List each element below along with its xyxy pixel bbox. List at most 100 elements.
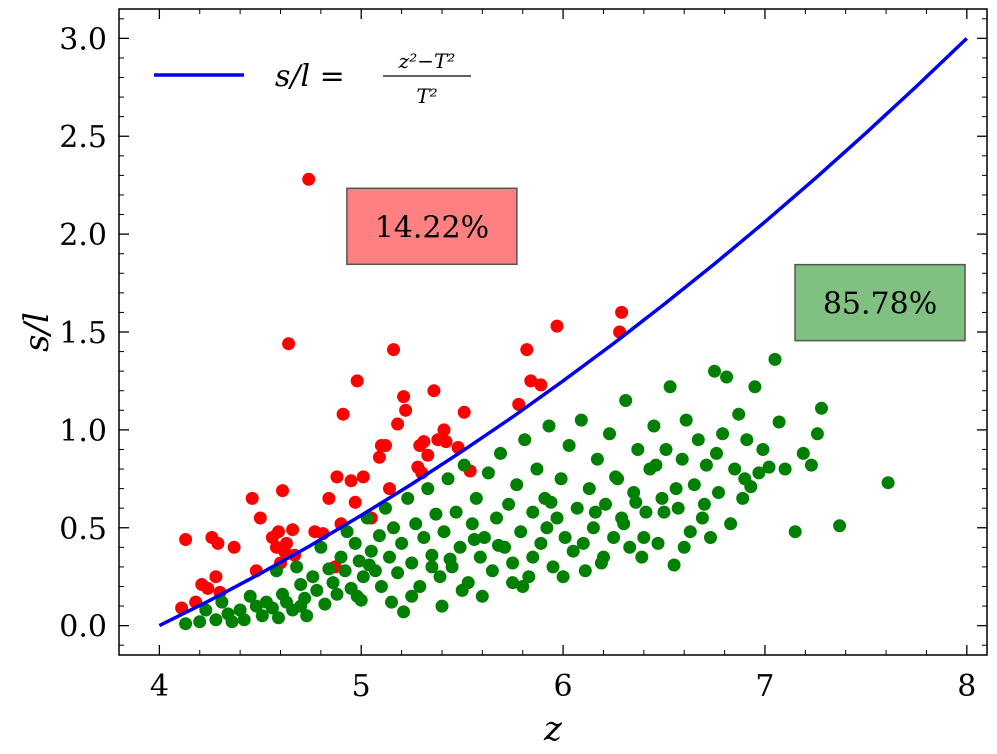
red-point xyxy=(427,384,441,398)
green-point xyxy=(348,536,362,550)
green-point xyxy=(449,505,463,519)
green-point xyxy=(395,536,409,550)
green-point xyxy=(340,525,354,539)
green-point xyxy=(657,505,671,519)
y-tick-label: 0.0 xyxy=(59,610,107,645)
green-point xyxy=(306,570,320,584)
green-point xyxy=(788,525,802,539)
green-point xyxy=(290,560,304,574)
green-point xyxy=(421,482,435,496)
green-point xyxy=(728,462,742,476)
green-point xyxy=(435,599,449,613)
green-point xyxy=(243,589,257,603)
green-point xyxy=(473,550,487,564)
legend: s/l = z²−T² T² xyxy=(154,49,471,108)
green-point xyxy=(710,446,723,460)
green-point xyxy=(669,482,683,496)
green-point xyxy=(199,603,213,617)
green-point xyxy=(586,521,600,535)
tick-labels: 4 5 6 7 8 0.0 0.5 1.0 1.5 2.0 2.5 3.0 xyxy=(59,22,976,704)
green-point xyxy=(374,580,388,593)
green-point xyxy=(619,394,633,407)
green-point xyxy=(318,597,332,611)
red-point xyxy=(387,343,400,357)
green-point xyxy=(708,364,721,378)
green-point xyxy=(265,601,279,615)
green-point xyxy=(425,560,439,574)
green-point xyxy=(457,458,471,472)
green-point xyxy=(655,491,669,505)
x-tick-label: 4 xyxy=(150,669,169,704)
green-point xyxy=(179,617,193,631)
green-point xyxy=(294,578,308,591)
green-point xyxy=(526,505,540,519)
green-point xyxy=(350,589,364,603)
green-point xyxy=(566,544,580,558)
green-point xyxy=(546,560,560,574)
green-point xyxy=(544,495,558,509)
green-point xyxy=(409,517,423,531)
green-point xyxy=(534,536,548,550)
y-tick-label: 3.0 xyxy=(59,22,107,57)
green-point xyxy=(762,460,776,474)
green-point xyxy=(562,439,576,452)
green-point xyxy=(671,501,685,515)
green-point xyxy=(362,558,376,572)
green-point xyxy=(623,540,637,554)
red-point xyxy=(227,540,241,554)
green-point xyxy=(704,531,717,544)
green-point xyxy=(326,576,340,590)
green-point xyxy=(597,550,610,564)
green-point xyxy=(526,550,540,564)
annotation-box xyxy=(794,263,966,342)
scatter-points xyxy=(175,172,895,631)
axis-ticks xyxy=(118,9,987,655)
green-point xyxy=(716,427,730,441)
red-point xyxy=(330,470,344,484)
green-point xyxy=(364,544,378,558)
green-point xyxy=(437,525,451,539)
green-point xyxy=(425,548,439,562)
green-point xyxy=(518,433,532,447)
green-point xyxy=(576,536,590,550)
green-point xyxy=(647,419,661,433)
green-point xyxy=(469,491,483,505)
x-tick-label: 7 xyxy=(755,669,774,704)
x-tick-label: 8 xyxy=(957,669,976,704)
green-point xyxy=(492,538,505,552)
green-point xyxy=(417,531,431,544)
annotation-red: 14.22% xyxy=(346,187,518,266)
red-point xyxy=(280,536,293,550)
green-point xyxy=(352,554,366,568)
x-tick-label: 5 xyxy=(352,669,371,704)
green-point xyxy=(699,458,713,472)
green-point xyxy=(639,505,653,519)
green-point xyxy=(675,452,689,466)
green-point xyxy=(687,478,701,492)
green-point xyxy=(677,540,691,554)
red-point xyxy=(282,337,296,351)
green-point xyxy=(477,531,491,544)
red-point xyxy=(417,435,431,449)
green-point xyxy=(550,511,564,525)
green-point xyxy=(574,413,588,427)
red-point xyxy=(286,523,300,537)
green-point xyxy=(330,587,344,601)
green-point xyxy=(413,580,427,593)
green-point xyxy=(502,497,516,511)
green-point xyxy=(578,564,592,578)
green-point xyxy=(401,491,415,505)
green-point xyxy=(385,595,398,609)
green-point xyxy=(193,615,207,629)
green-point xyxy=(225,615,239,629)
green-point xyxy=(603,427,616,441)
annotation-text: 14.22% xyxy=(375,210,489,245)
green-point xyxy=(356,570,370,584)
red-point xyxy=(253,511,267,525)
green-point xyxy=(215,595,229,609)
red-point xyxy=(379,439,392,452)
red-point xyxy=(209,570,223,584)
y-tick-label: 2.5 xyxy=(59,120,107,155)
red-point xyxy=(348,495,362,509)
green-point xyxy=(294,599,308,613)
